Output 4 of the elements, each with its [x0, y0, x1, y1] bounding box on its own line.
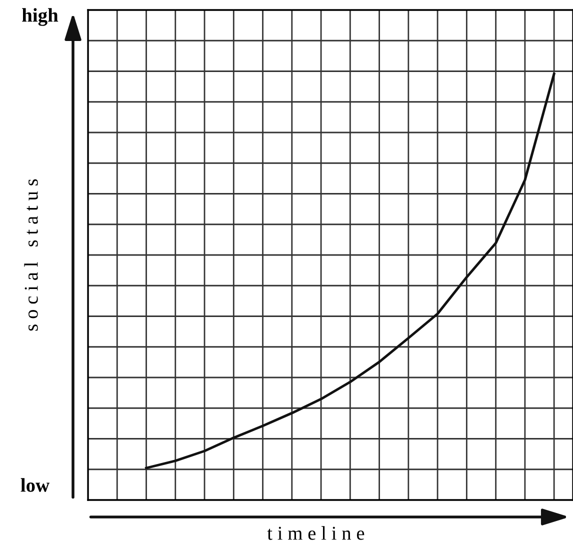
text: high — [22, 8, 58, 26]
y-axis-title: s o c i a l s t a t u s — [24, 179, 38, 331]
text: low — [20, 478, 50, 492]
x-axis-title: t i m e l i n e — [267, 526, 364, 540]
